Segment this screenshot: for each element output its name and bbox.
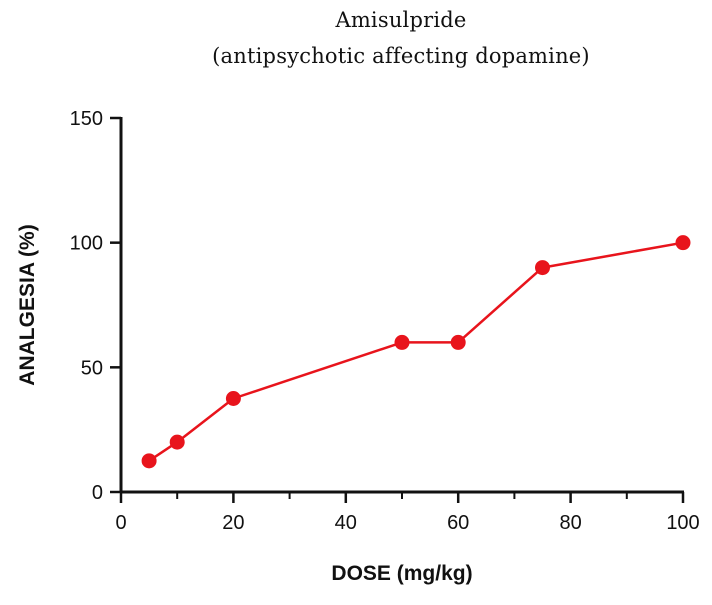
series-line (148, 241, 684, 462)
x-tick-label: 40 (335, 512, 357, 534)
x-tick-label: 80 (559, 512, 581, 534)
data-point (141, 453, 157, 469)
data-point (450, 334, 466, 350)
y-tick-label: 50 (81, 357, 103, 379)
data-point (169, 434, 185, 450)
chart-subtitle: (antipsychotic affecting dopamine) (212, 44, 590, 68)
y-tick-label: 150 (70, 108, 103, 130)
chart-title: Amisulpride (335, 8, 467, 32)
data-point (394, 334, 410, 350)
data-point (535, 260, 550, 276)
data-point (675, 235, 691, 251)
x-tick-label: 20 (222, 512, 244, 534)
y-axis-title: ANALGESIA (%) (16, 224, 39, 385)
x-tick-label: 100 (666, 512, 699, 534)
data-point (225, 391, 241, 406)
y-tick-label: 0 (92, 482, 103, 504)
series-layer (141, 235, 691, 469)
x-axis-title: DOSE (mg/kg) (331, 562, 472, 585)
x-tick-label: 60 (447, 512, 469, 534)
x-tick-label: 0 (115, 512, 126, 534)
y-tick-label: 100 (70, 233, 103, 255)
axes: 0 20 40 60 80 100 0 50 100 150 (70, 108, 700, 534)
